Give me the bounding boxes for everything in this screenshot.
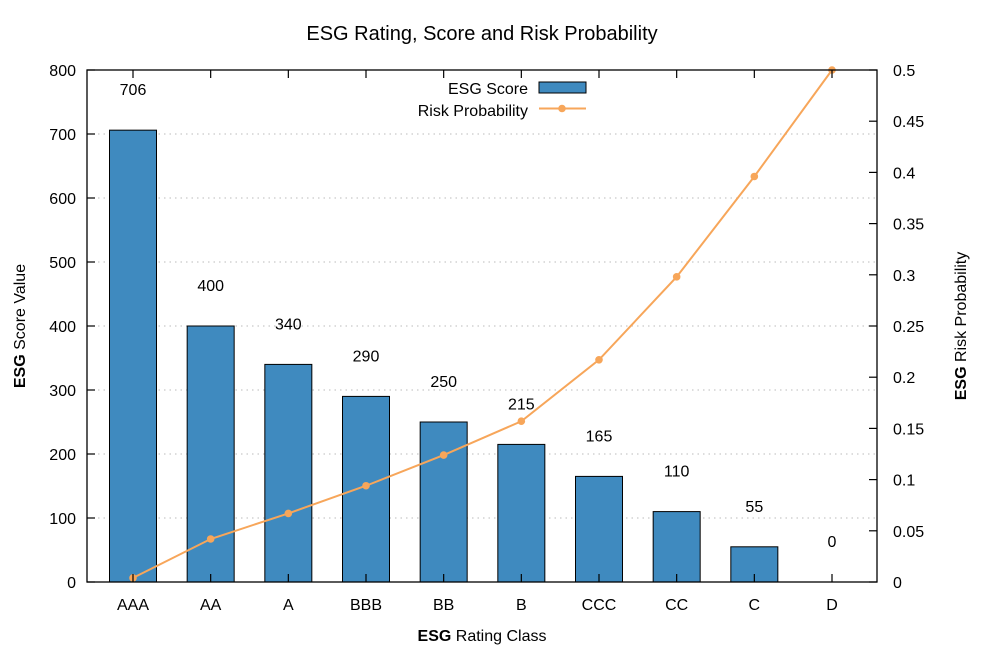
y2-tick-label: 0.2	[893, 370, 915, 387]
risk-point-bbb	[362, 481, 370, 490]
data-label-c: 55	[745, 499, 763, 516]
x-tick-label: AAA	[117, 597, 149, 614]
risk-probability-line	[132, 69, 833, 579]
x-axis-title-rest: Rating Class	[451, 628, 546, 645]
data-labels: 706 400 340 290 250 215 165 110 55 0	[120, 82, 837, 551]
y-tick-label: 0	[67, 575, 76, 592]
bar-a	[264, 363, 313, 583]
y2-tick-label: 0.1	[893, 473, 915, 490]
y2-tick-label: 0.5	[893, 63, 915, 80]
risk-point-aa	[206, 535, 215, 543]
data-label-d: 0	[828, 534, 837, 551]
risk-point-cc	[672, 273, 681, 281]
y-tick-label: 700	[49, 127, 76, 144]
x-axis: AAA AA A BBB BB B CCC CC C D	[117, 70, 838, 614]
data-label-aa: 400	[197, 278, 224, 295]
bar-b	[497, 443, 546, 583]
x-tick-label: B	[516, 597, 527, 614]
y-axis-right: 0 0.05 0.1 0.15 0.2 0.25 0.3 0.35 0.4 0.45 0.5	[869, 63, 924, 592]
y2-tick-label: 0.45	[893, 114, 924, 131]
legend-swatch-risk-probability-point	[558, 104, 566, 113]
y-tick-label: 600	[49, 191, 76, 208]
bar-aa	[186, 325, 235, 583]
x-tick-label: CC	[665, 597, 688, 614]
x-axis-title: ESG Rating Class	[418, 628, 547, 645]
y2-tick-label: 0.4	[893, 165, 915, 182]
legend-label-esg-score: ESG Score	[448, 81, 528, 98]
risk-point-b	[517, 417, 526, 426]
y2-tick-label: 0.15	[893, 421, 924, 438]
risk-point-ccc	[595, 355, 603, 364]
risk-point-c	[750, 172, 759, 181]
y-axis-left: 0 100 200 300 400 500 600 700 800	[49, 63, 95, 592]
y-tick-label: 400	[49, 319, 76, 336]
y-tick-label: 200	[49, 447, 76, 464]
y2-tick-label: 0.3	[893, 268, 915, 285]
legend: ESG Score Risk Probability	[418, 81, 587, 120]
data-label-bbb: 290	[353, 348, 380, 365]
risk-point-a	[284, 509, 293, 518]
x-tick-label: CCC	[582, 597, 617, 614]
x-tick-label: A	[283, 597, 294, 614]
bar-bb	[419, 421, 468, 583]
y2-axis-title-rest: Risk Probability	[953, 252, 970, 367]
bar-aaa	[109, 129, 157, 583]
y-tick-label: 100	[49, 511, 76, 528]
y-tick-label: 800	[49, 63, 76, 80]
data-label-b: 215	[508, 396, 535, 413]
y-axis-title-rest: Score Value	[12, 264, 29, 355]
legend-swatch-esg-score	[538, 81, 587, 94]
y2-tick-label: 0.35	[893, 217, 924, 234]
legend-label-risk-probability: Risk Probability	[418, 103, 528, 120]
y2-tick-label: 0.25	[893, 319, 924, 336]
x-tick-label: C	[749, 597, 761, 614]
bar-series-esg-score	[109, 129, 779, 583]
y2-tick-label: 0.05	[893, 524, 924, 541]
y2-tick-label: 0	[893, 575, 902, 592]
y-axis-title-bold: ESG	[12, 354, 29, 388]
data-label-aaa: 706	[120, 82, 147, 99]
x-tick-label: D	[826, 597, 838, 614]
chart-title: ESG Rating, Score and Risk Probability	[306, 23, 657, 45]
x-axis-title-bold: ESG	[418, 628, 452, 645]
data-label-ccc: 165	[586, 428, 613, 445]
y2-axis-title-bold: ESG	[953, 366, 970, 400]
bar-cc	[652, 511, 701, 583]
risk-point-bb	[439, 451, 448, 459]
data-label-cc: 110	[664, 464, 690, 481]
y2-axis-title: ESG Risk Probability	[953, 252, 970, 401]
y-tick-label: 300	[49, 383, 76, 400]
x-tick-label: BBB	[350, 597, 382, 614]
x-tick-label: AA	[200, 597, 222, 614]
x-tick-label: BB	[433, 597, 454, 614]
y-tick-label: 500	[49, 255, 76, 272]
line-series-risk-probability	[129, 66, 836, 582]
y-axis-title: ESG Score Value	[12, 264, 29, 388]
data-label-bb: 250	[430, 374, 457, 391]
bar-ccc	[575, 475, 623, 583]
data-label-a: 340	[275, 316, 302, 333]
